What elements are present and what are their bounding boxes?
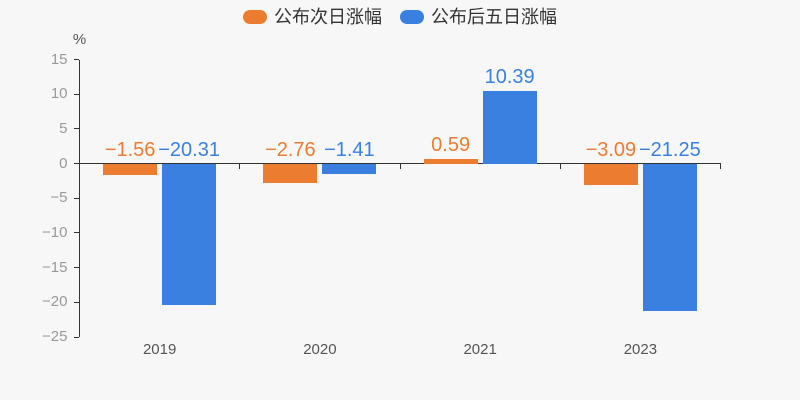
x-axis-category-label: 2020 [303, 341, 337, 358]
x-axis-category-label: 2019 [142, 341, 177, 358]
legend-label: 公布次日涨幅 [274, 7, 382, 27]
x-axis-tick [720, 164, 721, 170]
x-axis-tick [239, 164, 241, 170]
bar-2019-next-day [103, 164, 158, 175]
y-axis-tick-label: 0 [59, 154, 68, 172]
y-axis-tick-label: 5 [59, 119, 68, 137]
y-axis-tick [73, 163, 79, 165]
y-axis-tick [73, 197, 79, 199]
y-axis-tick-label: 15 [50, 50, 68, 68]
y-axis-unit-label: % [72, 31, 87, 48]
x-axis-category-label: 2023 [623, 341, 658, 358]
y-axis-line [79, 59, 80, 337]
legend-label: 公布后五日涨幅 [431, 7, 557, 27]
y-axis-tick [73, 128, 79, 130]
legend-marker-blue-icon [400, 10, 424, 24]
y-axis-tick [73, 301, 79, 303]
bar-value-label: −1.56 [104, 138, 156, 161]
chart-legend: 公布次日涨幅 公布后五日涨幅 [0, 5, 800, 29]
bar-2021-next-day [423, 159, 478, 164]
x-axis-tick [559, 164, 561, 170]
y-axis-tick-label: −15 [42, 258, 68, 276]
bar-2020-five-day [322, 164, 377, 174]
bar-2021-five-day [482, 91, 537, 164]
bar-value-label: −3.09 [585, 138, 637, 161]
y-axis-tick [73, 93, 79, 95]
bar-value-label: −1.41 [324, 138, 375, 161]
bar-2020-next-day [263, 164, 318, 184]
bar-2019-five-day [162, 164, 217, 305]
legend-item-five-day-change[interactable]: 公布后五日涨幅 [400, 5, 557, 29]
bar-value-label: 0.59 [431, 134, 471, 157]
y-axis-tick [73, 336, 79, 338]
y-axis-tick [73, 232, 79, 234]
y-axis-tick-label: −20 [42, 293, 68, 311]
bar-value-label: −21.25 [639, 138, 701, 161]
bar-value-label: −2.76 [265, 138, 316, 161]
y-axis-tick [73, 267, 79, 269]
bar-value-label: −20.31 [158, 138, 220, 161]
bar-value-label: 10.39 [484, 66, 535, 89]
bar-2023-next-day [583, 164, 638, 186]
x-axis-tick [399, 164, 401, 170]
x-axis-line [79, 163, 721, 165]
x-axis-category-label: 2021 [463, 341, 497, 358]
y-axis-tick [73, 59, 79, 60]
y-axis-tick-label: −5 [50, 189, 68, 207]
y-axis-tick-label: −25 [42, 328, 68, 345]
legend-item-next-day-change[interactable]: 公布次日涨幅 [243, 5, 382, 29]
y-axis-tick-label: −10 [42, 223, 68, 241]
bar-2023-five-day [642, 164, 697, 312]
y-axis-tick-label: 10 [50, 85, 68, 103]
legend-marker-orange-icon [243, 10, 267, 24]
